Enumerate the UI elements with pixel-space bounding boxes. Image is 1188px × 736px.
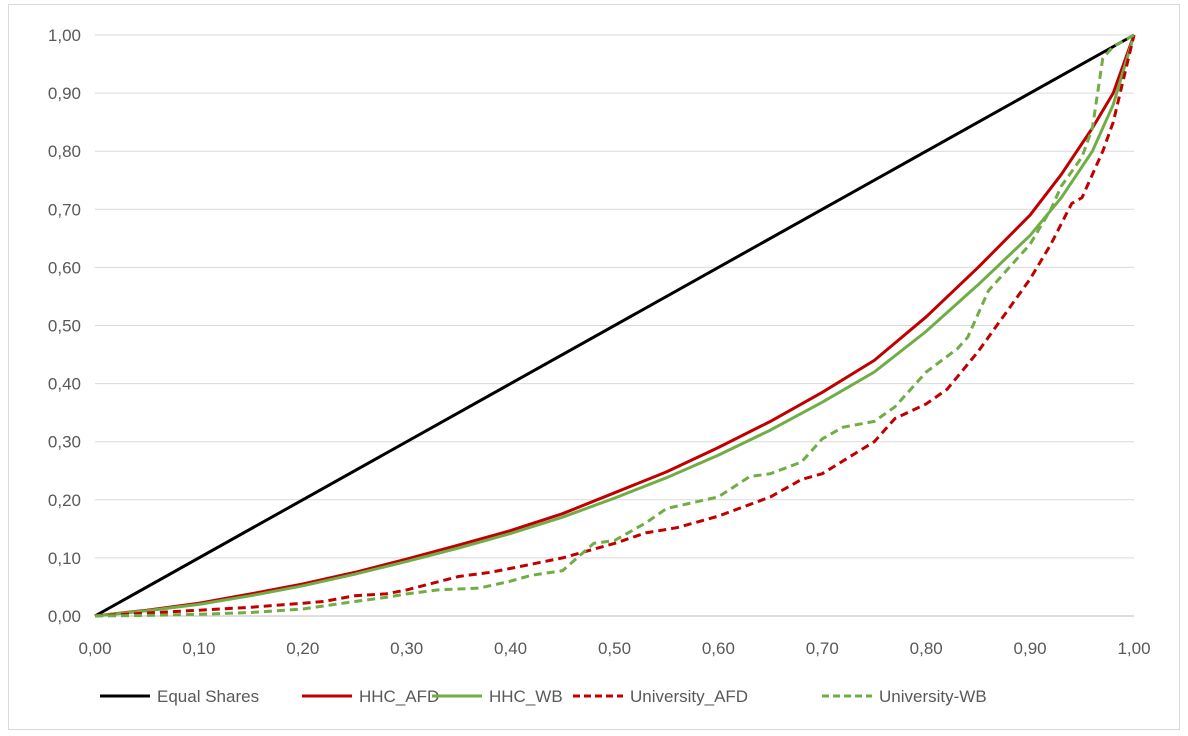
tick-labels: 0,00 0,10 0,20 0,30 0,40 0,50 0,60 0,70 0,80 0,90…: [48, 26, 1151, 658]
x-tick-label: 0,80: [910, 639, 943, 658]
x-tick-label: 0,10: [182, 639, 215, 658]
y-tick-label: 0,40: [48, 375, 81, 394]
y-tick-label: 0,90: [48, 84, 81, 103]
legend-label: University_AFD: [630, 687, 748, 706]
y-tick-label: 0,50: [48, 317, 81, 336]
y-tick-label: 0,30: [48, 433, 81, 452]
series-line-university-afd: [94, 34, 1136, 618]
legend-label: HHC_WB: [489, 687, 563, 706]
y-tick-label: 0,20: [48, 491, 81, 510]
legend-label: University-WB: [879, 687, 987, 706]
y-tick-label: 0,80: [48, 142, 81, 161]
x-tick-label: 0,60: [702, 639, 735, 658]
x-tick-label: 0,40: [494, 639, 527, 658]
x-tick-label: 0,70: [806, 639, 839, 658]
x-tick-label: 0,00: [78, 639, 111, 658]
y-tick-label: 0,00: [48, 607, 81, 626]
series-line-hhc-wb: [94, 34, 1136, 618]
legend: Equal Shares HHC_AFD HHC_WB University_AFD U…: [100, 687, 987, 706]
x-tick-label: 0,30: [390, 639, 423, 658]
x-tick-label: 0,20: [286, 639, 319, 658]
x-tick-label: 0,50: [598, 639, 631, 658]
y-tick-label: 0,70: [48, 200, 81, 219]
series-line-equal-shares: [94, 33, 1135, 618]
series-line-hhc-afd: [94, 34, 1136, 618]
x-tick-label: 0,90: [1014, 639, 1047, 658]
legend-label: HHC_AFD: [359, 687, 439, 706]
y-tick-label: 1,00: [48, 26, 81, 45]
y-tick-label: 0,60: [48, 258, 81, 277]
legend-label: Equal Shares: [157, 687, 259, 706]
series-line-university-wb: [94, 33, 1135, 618]
x-tick-label: 1,00: [1117, 639, 1150, 658]
series-lines: [94, 33, 1136, 618]
y-tick-label: 0,10: [48, 549, 81, 568]
gridlines: [95, 34, 1134, 617]
